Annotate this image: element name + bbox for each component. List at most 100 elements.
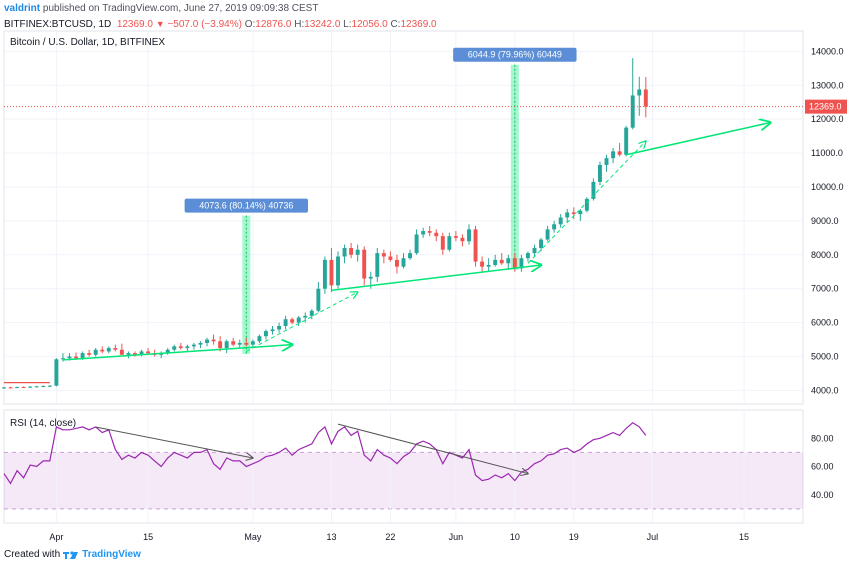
candle-body <box>21 387 26 389</box>
candle-body <box>460 237 465 242</box>
dashed-trend-line <box>246 292 357 352</box>
candle-body <box>198 342 203 345</box>
candle-body <box>368 276 373 279</box>
candle-body <box>74 356 79 359</box>
candle-body <box>257 336 262 342</box>
candle-body <box>80 353 85 359</box>
candle-body <box>283 319 288 327</box>
candle-body <box>486 264 491 267</box>
candle-body <box>106 348 111 352</box>
candle-body <box>375 253 380 277</box>
candle-body <box>624 127 629 155</box>
candle-body <box>467 229 471 242</box>
candle-body <box>2 387 6 389</box>
candle-body <box>277 326 282 330</box>
range-label-bg <box>453 47 577 62</box>
candle-body <box>473 229 478 262</box>
candle-body <box>47 385 52 387</box>
candle-body <box>355 249 360 255</box>
candle-body <box>309 310 314 316</box>
rsi-series-line <box>3 421 647 485</box>
rsi-tick-label: 40.00 <box>811 490 834 500</box>
candle-body <box>303 315 308 318</box>
candle-body <box>362 249 367 279</box>
price-pane[interactable] <box>3 30 804 405</box>
price-tick-label: 9000.0 <box>811 216 839 226</box>
tradingview-logo-icon <box>63 550 79 559</box>
candle-body <box>165 349 170 354</box>
price-axis[interactable]: 4000.0 5000.0 6000.0 7000.0 8000.0 9000.0 1000… <box>811 46 844 395</box>
price-tick-label: 8000.0 <box>811 250 839 260</box>
candle-body <box>408 253 413 259</box>
time-tick-label: Apr <box>49 532 63 542</box>
ticker-symbol: BITFINEX:BTCUSD, 1D <box>4 19 112 30</box>
price-grid <box>4 31 803 404</box>
dashed-trend-line <box>527 141 646 264</box>
candle-body <box>506 258 511 264</box>
price-tick-label: 4000.0 <box>811 385 839 395</box>
candle-body <box>100 349 105 352</box>
candle-body <box>571 212 576 215</box>
candle-body <box>591 181 596 199</box>
candle-body <box>329 259 334 286</box>
rsi-grid <box>55 410 745 523</box>
candle-body <box>388 256 393 260</box>
trend-lines <box>4 123 770 384</box>
rsi-pane[interactable] <box>3 409 804 524</box>
candle-body <box>427 231 432 233</box>
rsi-divergence-lines <box>95 423 528 473</box>
candle-body <box>224 341 229 349</box>
candle-body <box>401 258 406 267</box>
candle-body <box>519 258 524 269</box>
time-tick-label: May <box>244 532 262 542</box>
candle-body <box>296 317 301 323</box>
candle-body <box>146 351 151 354</box>
candle-body <box>211 339 216 342</box>
open-value: 12876.0 <box>255 19 292 30</box>
publish-header: valdrint published on TradingView.com, J… <box>4 2 318 16</box>
created-with-label: Created with <box>4 549 61 560</box>
candle-body <box>453 236 458 238</box>
candle-body <box>493 259 498 265</box>
range-label: 6044.9 (79.96%) 60449 <box>468 50 562 60</box>
rsi-line <box>3 421 647 485</box>
range-annotations: 4073.6 (80.14%) 40736 6044.9 (79.96%) 604… <box>184 47 577 354</box>
time-axis[interactable]: Apr 15 May 13 22 Jun 10 19 Jul 15 <box>49 532 749 542</box>
price-tick-label: 10000.0 <box>811 182 844 192</box>
candle-body <box>440 236 445 250</box>
candle-body <box>218 341 223 349</box>
candle-body <box>643 89 648 107</box>
candle-body <box>60 358 65 360</box>
author-name[interactable]: valdrint <box>4 3 41 14</box>
divergence-line <box>337 423 528 473</box>
candle-body <box>532 248 537 254</box>
rsi-band-fill <box>4 452 803 509</box>
candle-body <box>54 359 59 386</box>
candle-body <box>244 342 249 345</box>
low-label: L: <box>343 19 352 30</box>
candle-body <box>264 331 268 337</box>
candle-body <box>525 253 530 259</box>
range-label: 4073.6 (80.14%) 40736 <box>199 201 293 211</box>
candle-body <box>250 341 255 345</box>
range-label-bg <box>184 198 309 213</box>
candle-body <box>322 259 327 289</box>
rsi-axis[interactable]: 40.00 60.00 80.00 <box>811 433 834 500</box>
close-value: 12369.0 <box>400 19 437 30</box>
candle-body <box>15 387 20 389</box>
candle-body <box>598 164 602 182</box>
candle-body <box>558 217 563 225</box>
candle-body <box>637 89 642 96</box>
last-price-label: 12369.0 <box>809 102 842 112</box>
candle-body <box>41 386 46 388</box>
candle-body <box>113 348 118 350</box>
candle-body <box>349 248 354 255</box>
tradingview-brand[interactable]: TradingView <box>82 549 141 560</box>
candle-body <box>512 258 517 269</box>
candles <box>2 58 648 389</box>
candle-body <box>87 353 92 355</box>
candle-body <box>133 353 137 355</box>
candle-body <box>434 232 439 237</box>
last-price-badge <box>805 99 847 114</box>
